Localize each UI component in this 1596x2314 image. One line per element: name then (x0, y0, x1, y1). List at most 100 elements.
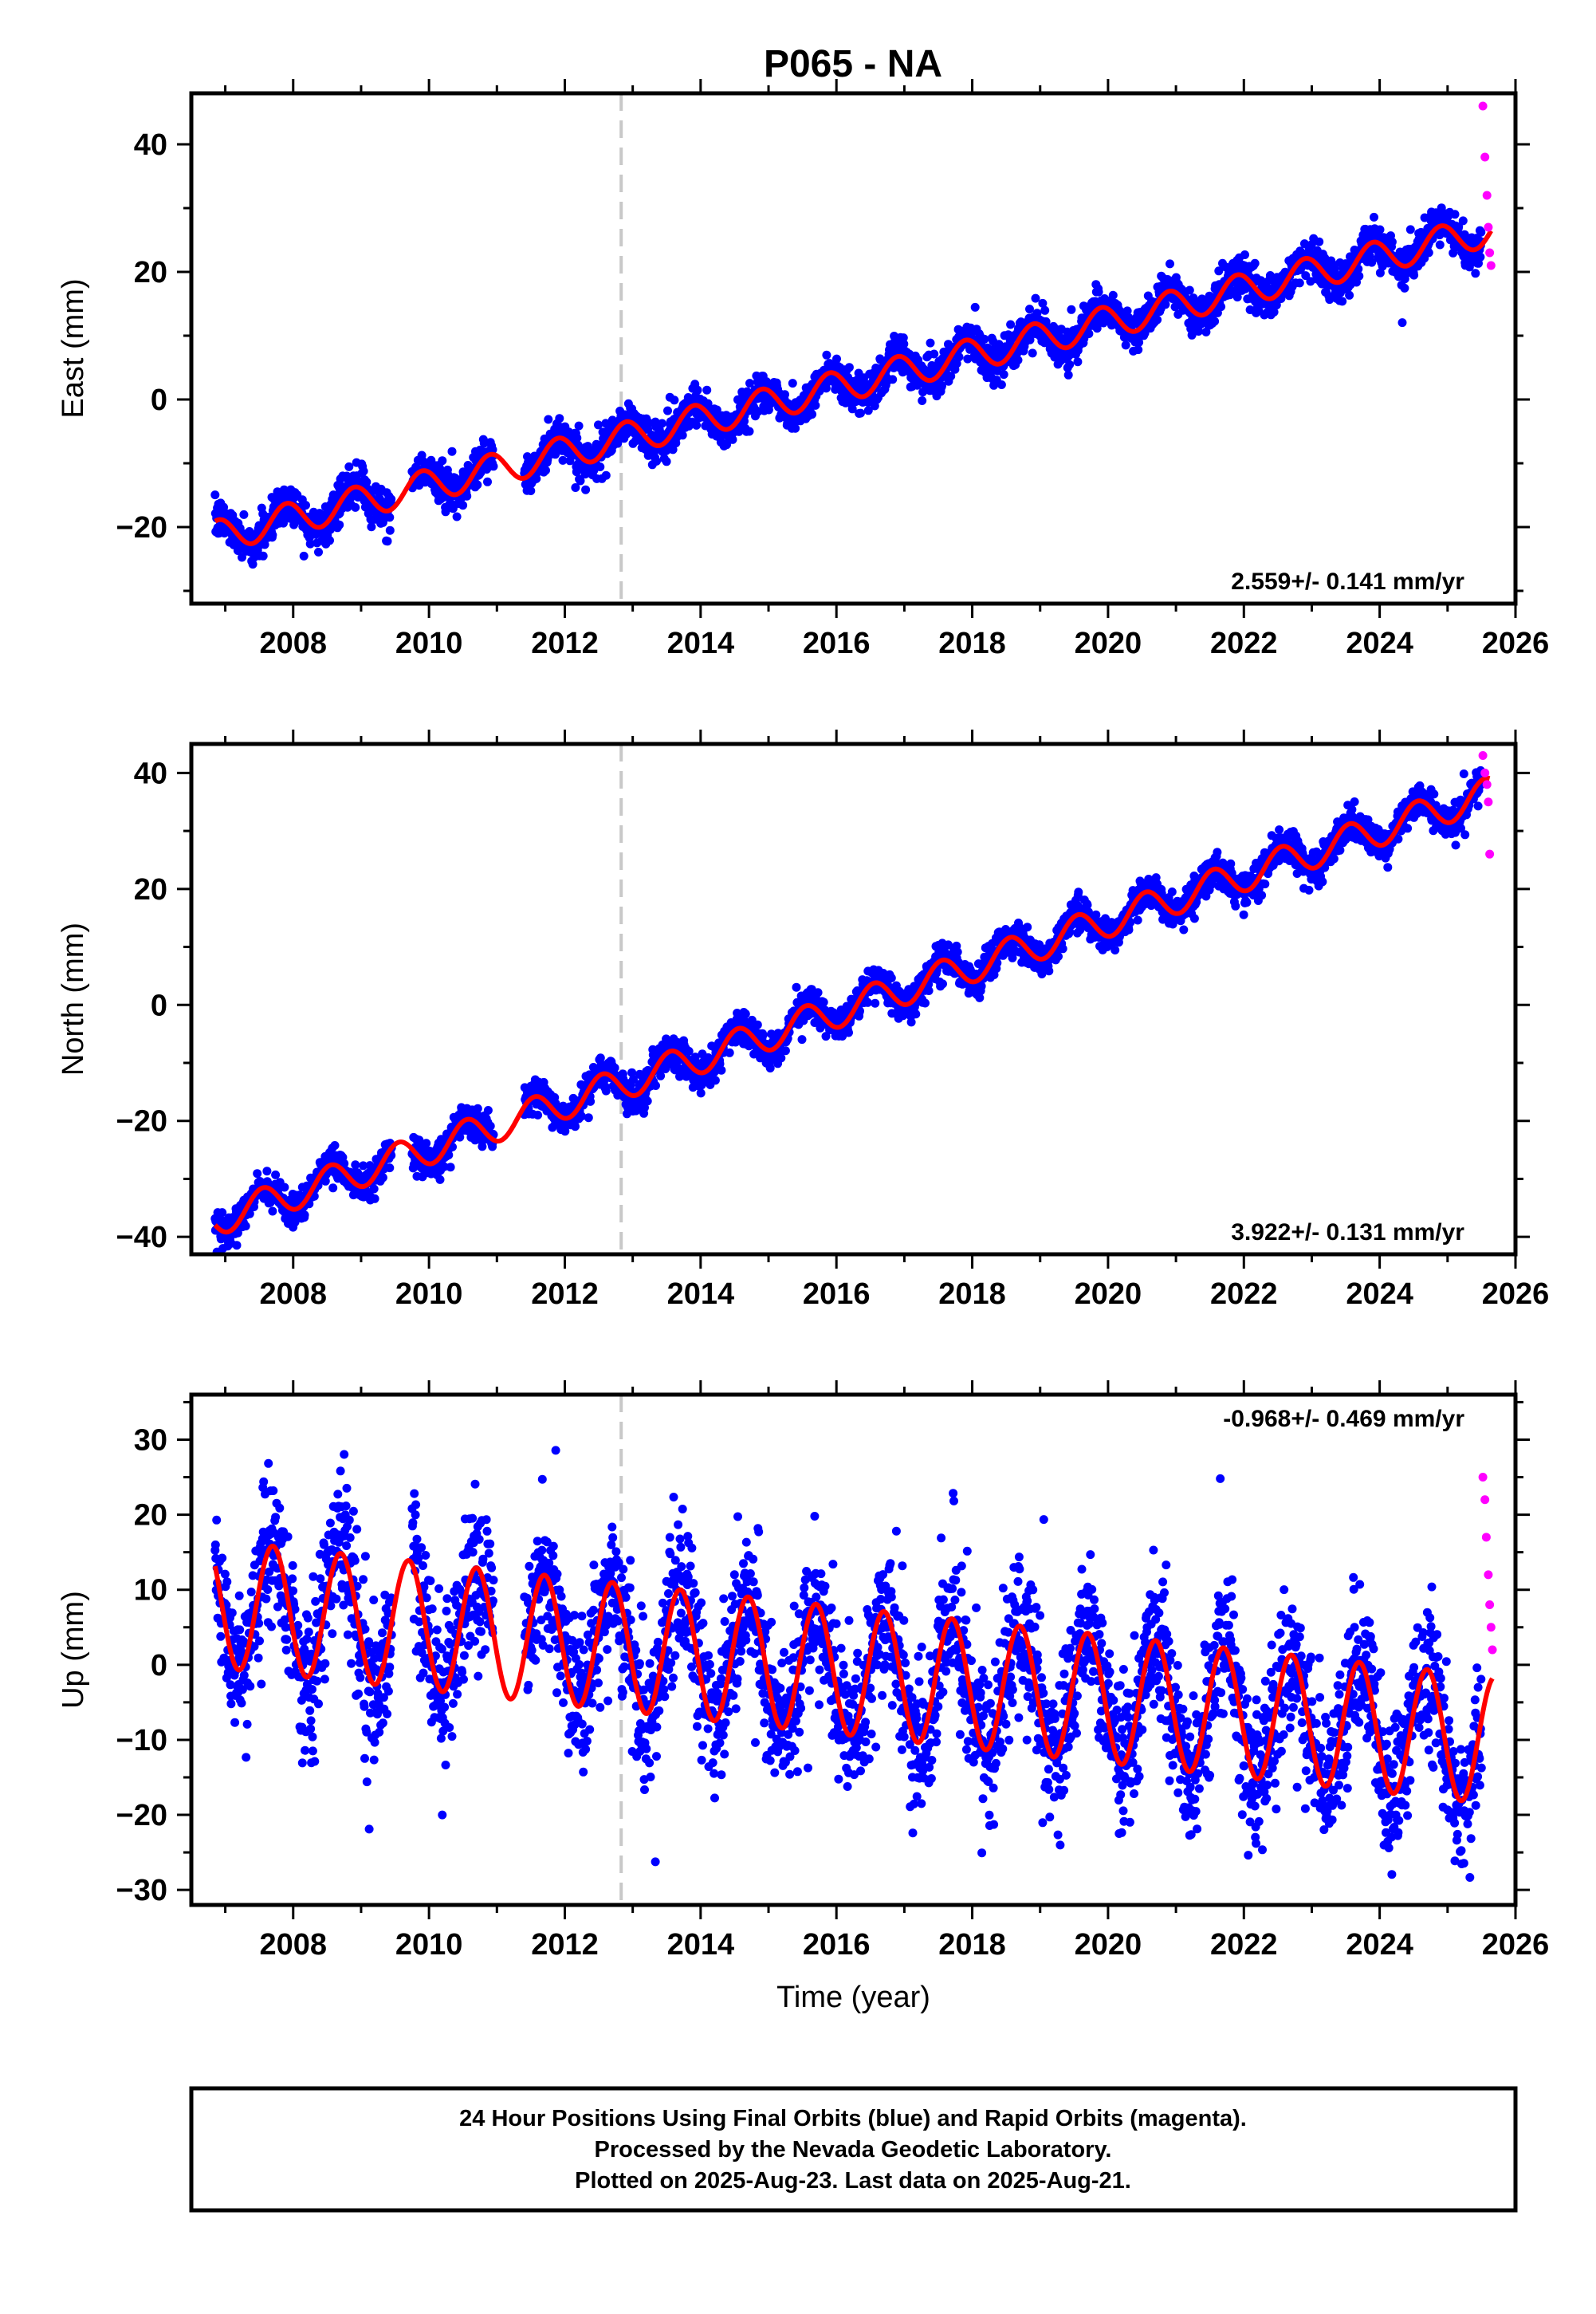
final-orbit-point (662, 457, 671, 466)
final-orbit-point (888, 375, 898, 384)
final-orbit-point (1450, 210, 1460, 219)
final-orbit-point (280, 1183, 289, 1192)
final-orbit-point (483, 477, 492, 486)
final-orbit-point (262, 1167, 272, 1176)
final-orbit-point (1153, 315, 1162, 325)
rapid-orbit-point (1485, 248, 1495, 258)
final-orbit-point (1400, 283, 1409, 293)
final-orbit-point (558, 455, 568, 465)
final-orbit-point (1424, 248, 1433, 258)
rapid-orbit-point (1484, 222, 1493, 232)
final-orbit-point (239, 510, 249, 519)
final-orbit-point (780, 390, 789, 399)
final-orbit-point (863, 998, 872, 1007)
final-orbit-point (533, 1110, 543, 1120)
final-orbit-point (1013, 356, 1023, 365)
final-orbit-point (594, 420, 603, 430)
final-orbit-point (678, 431, 687, 440)
final-orbit-point (370, 1194, 379, 1203)
final-orbit-point (572, 433, 582, 443)
final-orbit-point (359, 466, 368, 476)
final-orbit-point (576, 476, 585, 486)
final-orbit-point (693, 385, 702, 395)
rapid-orbit-point (1486, 261, 1496, 270)
final-orbit-point (232, 1241, 242, 1250)
final-orbit-point (268, 530, 277, 540)
final-orbit-point (1063, 370, 1073, 380)
final-orbit-point (1006, 320, 1016, 329)
final-orbit-point (1094, 287, 1103, 297)
final-orbit-point (271, 1170, 281, 1179)
final-orbit-point (601, 470, 611, 480)
y-tick-label: −20 (116, 511, 167, 545)
x-tick-label: 2014 (667, 627, 735, 660)
final-orbit-point (1217, 302, 1226, 312)
final-orbit-point (668, 445, 678, 455)
final-orbit-point (1161, 300, 1170, 309)
final-orbit-point (1435, 240, 1445, 250)
final-orbit-point (1025, 305, 1034, 314)
final-orbit-point (586, 1096, 596, 1106)
x-tick-label: 2010 (395, 627, 463, 660)
final-orbit-point (1092, 324, 1102, 333)
final-orbit-point (702, 385, 712, 395)
final-orbit-point (918, 396, 927, 405)
final-orbit-point (325, 536, 334, 545)
final-orbit-point (970, 302, 980, 312)
final-orbit-point (458, 501, 468, 510)
final-orbit-point (797, 1035, 807, 1045)
final-orbit-point (651, 1081, 660, 1090)
final-orbit-point (725, 1048, 734, 1057)
final-orbit-point (1370, 212, 1378, 222)
final-orbit-point (1065, 360, 1075, 369)
final-orbit-point (435, 1175, 445, 1184)
final-orbit-point (898, 333, 908, 343)
final-orbit-point (663, 406, 672, 415)
east-panel: 2008 2010 2012 2014 2016 2018 2020 2022 2024 2026… (57, 79, 1549, 660)
rapid-orbit-point (1480, 152, 1490, 162)
y-tick-label: 20 (134, 256, 167, 289)
final-orbit-point (811, 400, 820, 410)
final-orbit-point (574, 421, 584, 431)
final-orbit-point (305, 539, 315, 549)
final-orbit-point (596, 462, 605, 471)
final-orbit-point (819, 998, 828, 1007)
figure-title: P065 - NA (764, 43, 942, 85)
final-orbit-point (1166, 259, 1174, 269)
final-orbit-points (210, 765, 1486, 1254)
final-orbit-point (758, 1030, 768, 1040)
final-orbit-point (926, 338, 935, 348)
final-orbit-point (473, 480, 482, 490)
final-orbit-point (980, 334, 989, 344)
north-panel: 2008 2010 2012 2014 2016 2018 2020 2022 2024 2026… (57, 730, 1549, 1311)
rapid-orbit-point (1482, 191, 1492, 200)
final-orbit-point (856, 408, 865, 418)
final-orbit-point (385, 525, 395, 535)
final-orbit-point (601, 1086, 611, 1096)
final-orbit-point (210, 490, 220, 500)
final-orbit-point (1067, 305, 1076, 314)
final-orbit-point (541, 466, 550, 475)
final-orbit-point (438, 456, 447, 466)
final-orbit-point (1387, 237, 1397, 246)
final-orbit-point (328, 1183, 338, 1193)
final-orbit-point (930, 349, 939, 359)
final-orbit-point (314, 547, 323, 557)
final-orbit-point (383, 537, 392, 546)
final-orbit-point (745, 427, 754, 436)
plot-area (210, 744, 1495, 1254)
final-orbit-point (792, 982, 801, 992)
final-orbit-point (301, 501, 310, 510)
final-orbit-point (335, 520, 344, 529)
final-orbit-point (1240, 250, 1249, 259)
final-orbit-point (1194, 327, 1203, 336)
final-orbit-point (268, 1206, 277, 1216)
final-orbit-point (300, 1210, 309, 1220)
final-orbit-point (993, 366, 1002, 376)
final-orbit-point (822, 350, 831, 360)
final-orbit-point (1315, 237, 1324, 246)
final-orbit-point (581, 485, 591, 494)
final-orbit-point (258, 551, 268, 561)
final-orbit-point (422, 1139, 431, 1148)
final-orbit-point (1028, 348, 1037, 358)
